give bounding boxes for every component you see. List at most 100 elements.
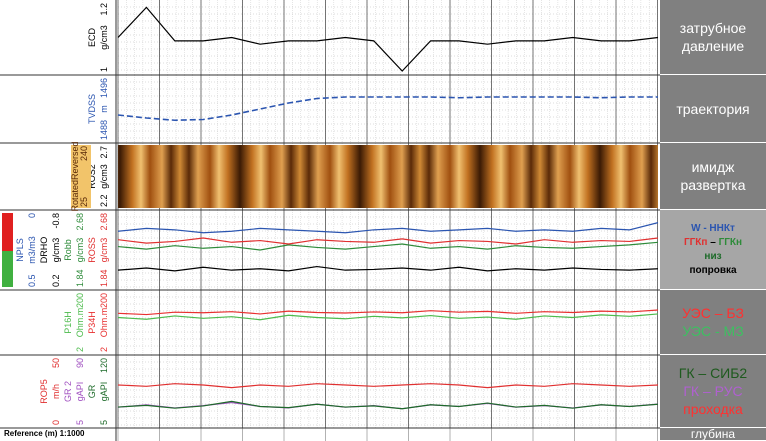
curve: [117, 309, 659, 316]
curve-unit: gAPI: [99, 382, 109, 402]
scale-label: 2.68: [75, 213, 85, 231]
curve-unit: m/h: [51, 384, 61, 399]
curve-unit: Ohm.m: [99, 308, 109, 338]
track-legend: W - ННКт ГГКп – ГГКн низ попровка: [660, 210, 766, 290]
scale-label: 90: [75, 358, 85, 368]
curve-unit: g/cm3: [51, 238, 61, 263]
legend-line: низ: [704, 250, 721, 264]
curve-unit: m3/m3: [27, 236, 37, 264]
curve-unit: g/cm3: [75, 238, 85, 263]
scale-label: -0.8: [51, 213, 61, 229]
track-legend: УЭС – БЗ УЭС - МЗ: [660, 290, 766, 355]
image-scale: 240: [79, 146, 89, 161]
curve-unit: gAPI: [75, 382, 85, 402]
track-legend: ГК – СИБ2 ГК – РУС проходка: [660, 355, 766, 428]
scale-label: 2.2: [99, 194, 109, 207]
legend-line: ГК – СИБ2: [679, 364, 747, 382]
scale-label: 50: [51, 358, 61, 368]
legend-text: –: [707, 236, 719, 248]
scale-label: 1.84: [99, 269, 109, 287]
curve-unit: m: [99, 105, 109, 113]
scale-label: 1496: [99, 78, 109, 98]
scale-label: 2.68: [99, 213, 109, 231]
legend-text: имидж развертка: [680, 159, 746, 193]
legend-text: траектория: [676, 100, 750, 117]
curve-unit: g/cm3: [99, 238, 109, 263]
curve-name: P34H: [87, 311, 97, 334]
legend-text: проходка: [683, 401, 743, 417]
scale-label: 1: [99, 67, 109, 72]
legend-text: ГК – РУС: [683, 383, 743, 399]
scale-label: 1.84: [75, 269, 85, 287]
curve-unit: g/cm3: [99, 164, 109, 189]
curve: [117, 313, 659, 321]
legend-line: ГГКп – ГГКн: [684, 236, 742, 250]
curve-name: P16H: [63, 311, 73, 334]
scale-label: 120: [99, 358, 109, 373]
scale-label: 5: [75, 420, 85, 425]
legend-line: W - ННКт: [691, 222, 735, 236]
scale-label: 2.7: [99, 146, 109, 159]
legend-line: УЭС – БЗ: [682, 304, 744, 322]
legend-line: УЭС - МЗ: [682, 322, 743, 340]
curve: [117, 6, 659, 72]
curve: [117, 383, 659, 389]
legend-line: затрубное давление: [660, 19, 766, 55]
curve-name: TVDSS: [87, 94, 97, 124]
curve-name: Robb: [63, 239, 73, 261]
scale-label: 0: [51, 420, 61, 425]
legend-text: низ: [704, 250, 722, 262]
scale-label: 5: [99, 420, 109, 425]
curve-unit: g/cm3: [99, 25, 109, 50]
scale-label: 0.2: [51, 274, 61, 287]
curve-name: NPLS: [15, 238, 25, 262]
track-legend: имидж развертка: [660, 143, 766, 210]
image-header-text: RotatedReversed: [70, 141, 80, 211]
curve-unit: Ohm.m: [75, 308, 85, 338]
legend-text: W - ННКт: [691, 222, 735, 234]
legend-line: имидж развертка: [660, 158, 766, 194]
legend-text: попровка: [689, 264, 737, 276]
curve: [117, 241, 659, 251]
legend-text: ГГКн: [718, 236, 743, 248]
image-header-bg: [71, 145, 91, 208]
legend-text: УЭС – БЗ: [682, 305, 744, 321]
image-track: [118, 145, 658, 208]
scale-label: 1.2: [99, 3, 109, 16]
scale-label: 0.5: [27, 274, 37, 287]
legend-line: попровка: [689, 264, 736, 278]
legend-line: траектория: [676, 100, 749, 118]
curve: [117, 400, 659, 410]
curve: [117, 237, 659, 245]
curve: [117, 222, 659, 234]
legend-line: ГК – РУС: [683, 382, 742, 400]
legend-box: [2, 251, 13, 287]
curve-name: ROS2: [87, 164, 97, 189]
curve-name: GR 2: [63, 381, 73, 402]
curve-name: GR: [87, 384, 97, 398]
curve: [117, 96, 658, 122]
image-scale: 25: [79, 197, 89, 207]
scale-label: 0: [27, 213, 37, 218]
legend-text: ГК – СИБ2: [678, 365, 748, 381]
track-legend: траектория: [660, 75, 766, 143]
reference-label: Reference (m) 1:1000: [4, 429, 85, 438]
curve-name: DRHO: [39, 237, 49, 264]
legend-text: УЭС - МЗ: [682, 323, 744, 339]
scale-label: 1488: [99, 120, 109, 140]
scale-label: 2: [75, 347, 85, 352]
legend-text: затрубное давление: [679, 20, 747, 54]
curve-name: ROSS: [87, 237, 97, 263]
legend-box: [2, 213, 13, 251]
track-legend: затрубное давление: [660, 0, 766, 75]
legend-line: проходка: [683, 400, 743, 418]
scale-label: 200: [75, 293, 85, 308]
scale-label: 2: [99, 347, 109, 352]
curve-name: ROP5: [39, 379, 49, 404]
curve: [117, 265, 659, 272]
scale-label: 200: [99, 293, 109, 308]
curve-name: ECD: [87, 28, 97, 48]
legend-text: ГГКп: [683, 236, 708, 248]
